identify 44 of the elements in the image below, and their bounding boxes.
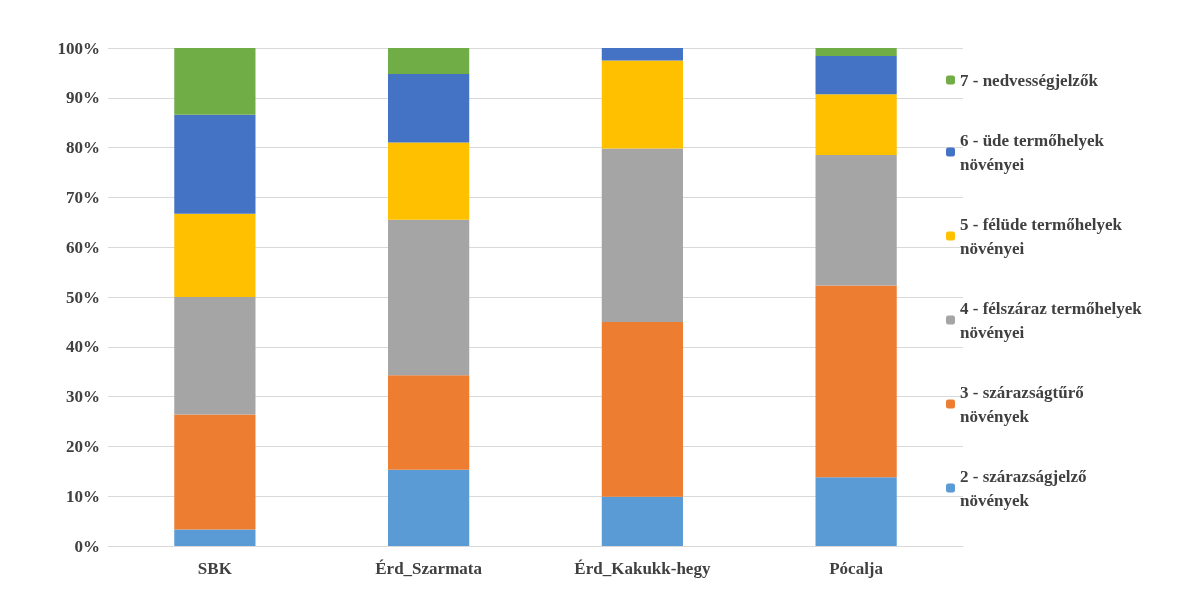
bar [388,375,470,470]
y-tick-label: 20% [66,436,100,456]
bar [601,60,683,149]
bar [815,48,897,56]
bar [388,469,470,546]
bar [815,477,897,546]
x-tick-label: SBK [197,559,233,578]
legend-label: 5 - félüde termőhelyek növényei [960,214,1127,258]
bar [388,142,470,220]
y-tick-label: 30% [66,387,100,407]
y-tick-label: 40% [66,337,100,357]
bar [174,213,256,297]
bar [601,48,683,61]
bar [388,219,470,376]
y-tick-label: 50% [66,287,100,307]
y-tick-label: 10% [66,486,100,506]
bar [815,55,897,95]
x-tick-label: Pócalja [829,559,884,578]
legend-label: 2 - szárazságjelző növények [960,466,1091,510]
bar [174,114,256,214]
x-tick-label: Érd_Szarmata [375,559,483,578]
y-tick-label: 100% [57,38,100,58]
y-tick-label: 80% [66,138,100,158]
bar [174,48,256,115]
x-tick-label: Érd_Kakukk-hegy [574,559,711,578]
y-tick-label: 90% [66,88,100,108]
legend-label: 6 - üde termőhelyek növényei [960,130,1109,174]
bar [601,321,683,497]
bar [388,73,470,143]
y-tick-label: 0% [74,536,100,556]
bar [174,297,256,415]
bar [815,94,897,156]
bar [174,529,256,546]
y-tick-label: 70% [66,187,100,207]
legend-label: 4 - félszáraz termőhelyek növényei [960,298,1146,342]
bar [815,285,897,478]
bar [174,414,256,530]
bar [388,48,470,74]
y-tick-label: 60% [66,237,100,257]
bar [815,155,897,286]
bar [601,496,683,546]
legend-label: 3 - szárazságtűrő növények [960,382,1088,426]
legend-label: 7 - nedvességjelzők [960,70,1099,90]
bar [601,148,683,322]
